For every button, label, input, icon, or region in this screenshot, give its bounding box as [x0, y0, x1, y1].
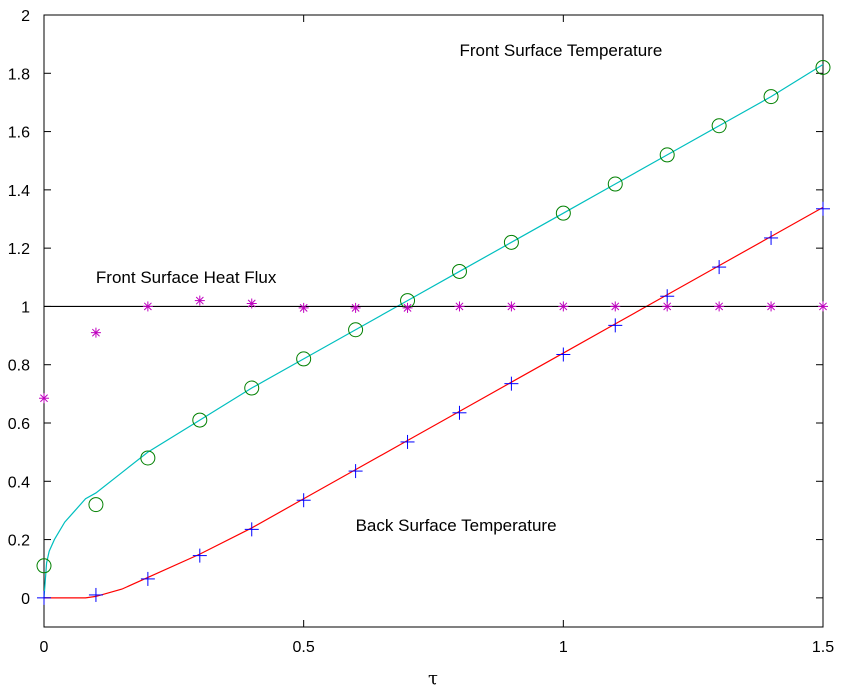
x-tick-label: 0	[40, 639, 49, 656]
asterisk-marker	[766, 301, 777, 312]
plus-marker	[37, 590, 51, 605]
y-tick-label: 1	[21, 299, 30, 316]
annotations: Front Surface Temperature Front Surface H…	[96, 41, 662, 535]
asterisk-marker	[558, 301, 569, 312]
circle-marker	[140, 450, 156, 466]
circle-marker	[348, 322, 364, 338]
plus-marker	[140, 571, 155, 586]
plus-marker	[348, 464, 363, 479]
y-tick-label: 0.2	[8, 533, 30, 550]
asterisk-marker	[39, 393, 49, 404]
y-tick-label: 0	[21, 591, 30, 608]
series-markers	[36, 59, 831, 605]
circle-marker	[555, 205, 571, 221]
plus-marker	[504, 376, 519, 391]
y-tick-label: 0.8	[8, 358, 30, 375]
annotation-label: Front Surface Temperature	[459, 41, 662, 60]
asterisk-marker	[506, 301, 517, 312]
x-tick-label: 1	[559, 639, 568, 656]
plus-marker	[660, 289, 675, 304]
circle-marker	[763, 89, 779, 105]
plus-marker	[764, 230, 779, 245]
plus-marker	[608, 318, 623, 333]
plus-marker	[244, 522, 259, 537]
circle-marker	[503, 234, 519, 250]
x-axis-label: τ	[428, 668, 438, 689]
plus-marker	[712, 260, 727, 275]
x-tick-label: 1.5	[812, 639, 834, 656]
y-tick-label: 0.4	[8, 474, 30, 491]
asterisk-marker	[454, 301, 465, 312]
circle-marker	[244, 380, 260, 396]
axis-ticks	[43, 14, 824, 627]
plus-marker	[556, 347, 571, 362]
plus-marker	[816, 201, 830, 216]
y-tick-label: 0.6	[8, 416, 30, 433]
circle-marker	[815, 59, 831, 75]
asterisk-marker	[246, 298, 257, 309]
y-tick-label: 1.8	[8, 66, 30, 83]
asterisk-marker	[90, 327, 101, 338]
plus-marker	[400, 434, 415, 449]
asterisk-marker	[194, 295, 205, 306]
y-tick-label: 1.4	[8, 183, 30, 200]
annotation-label: Front Surface Heat Flux	[96, 268, 277, 287]
circle-marker	[659, 147, 675, 163]
y-tick-label: 2	[21, 8, 30, 25]
plus-marker	[296, 493, 311, 508]
asterisk-marker	[350, 302, 361, 313]
asterisk-marker	[610, 301, 621, 312]
asterisk-marker	[714, 301, 725, 312]
y-tick-label: 1.2	[8, 241, 30, 258]
plus-marker	[452, 405, 467, 420]
asterisk-marker	[662, 301, 673, 312]
circle-marker	[451, 263, 467, 279]
circle-marker	[296, 351, 312, 367]
circle-marker	[88, 497, 104, 513]
series-line	[43, 64, 824, 598]
asterisk-marker	[298, 302, 309, 313]
plot-area	[43, 14, 824, 628]
circle-marker	[36, 558, 52, 574]
circle-marker	[607, 176, 623, 192]
annotation-label: Back Surface Temperature	[356, 516, 557, 535]
plus-marker	[192, 548, 207, 563]
tick-labels: 0 0.5 1 1.5 0 0.2 0.4 0.6 0.8 1 1.2 1.4 1.6 1.8 2	[8, 8, 834, 656]
asterisk-marker	[402, 302, 413, 313]
asterisk-marker	[818, 301, 828, 312]
asterisk-marker	[142, 301, 153, 312]
x-tick-label: 0.5	[293, 639, 315, 656]
y-tick-label: 1.6	[8, 125, 30, 142]
plus-marker	[88, 587, 103, 602]
circle-marker	[192, 412, 208, 428]
circle-marker	[711, 118, 727, 134]
